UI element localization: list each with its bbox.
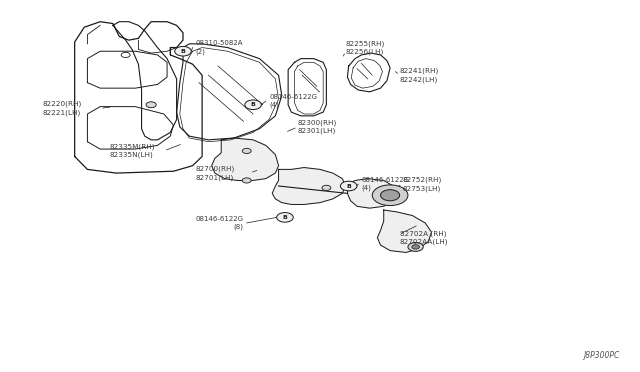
Circle shape <box>372 185 408 206</box>
Text: B: B <box>251 102 255 107</box>
Circle shape <box>243 148 251 154</box>
Circle shape <box>340 181 357 191</box>
Text: 82752(RH)
82753(LH): 82752(RH) 82753(LH) <box>403 177 442 192</box>
Text: 82702A (RH)
82702AA(LH): 82702A (RH) 82702AA(LH) <box>399 230 448 245</box>
Text: 08146-6122G
(4): 08146-6122G (4) <box>362 177 410 192</box>
Polygon shape <box>378 210 431 253</box>
Polygon shape <box>348 179 396 208</box>
Text: 82220(RH)
82221(LH): 82220(RH) 82221(LH) <box>43 101 82 116</box>
Text: 08310-5082A
(2): 08310-5082A (2) <box>196 40 243 55</box>
Circle shape <box>146 102 156 108</box>
Text: B: B <box>282 215 287 220</box>
Text: 82700(RH)
82701(LH): 82700(RH) 82701(LH) <box>196 166 235 180</box>
Text: 08146-6122G
(4): 08146-6122G (4) <box>269 94 317 108</box>
Text: B: B <box>180 49 186 54</box>
Text: J8P300PC: J8P300PC <box>583 350 620 359</box>
Text: 08146-6122G
(8): 08146-6122G (8) <box>196 216 244 230</box>
Circle shape <box>408 243 423 251</box>
Text: 82255(RH)
82256(LH): 82255(RH) 82256(LH) <box>346 40 385 55</box>
Circle shape <box>345 182 353 186</box>
Polygon shape <box>272 167 346 205</box>
Text: 82335M(RH)
82335N(LH): 82335M(RH) 82335N(LH) <box>109 144 156 158</box>
Circle shape <box>412 245 419 249</box>
Circle shape <box>245 100 261 110</box>
Text: 82300(RH)
82301(LH): 82300(RH) 82301(LH) <box>298 119 337 134</box>
Circle shape <box>381 190 399 201</box>
Circle shape <box>322 185 331 190</box>
Circle shape <box>243 178 251 183</box>
Polygon shape <box>212 138 278 180</box>
Circle shape <box>276 212 293 222</box>
Text: B: B <box>346 183 351 189</box>
Circle shape <box>175 46 191 56</box>
Text: 82241(RH)
82242(LH): 82241(RH) 82242(LH) <box>399 68 439 83</box>
